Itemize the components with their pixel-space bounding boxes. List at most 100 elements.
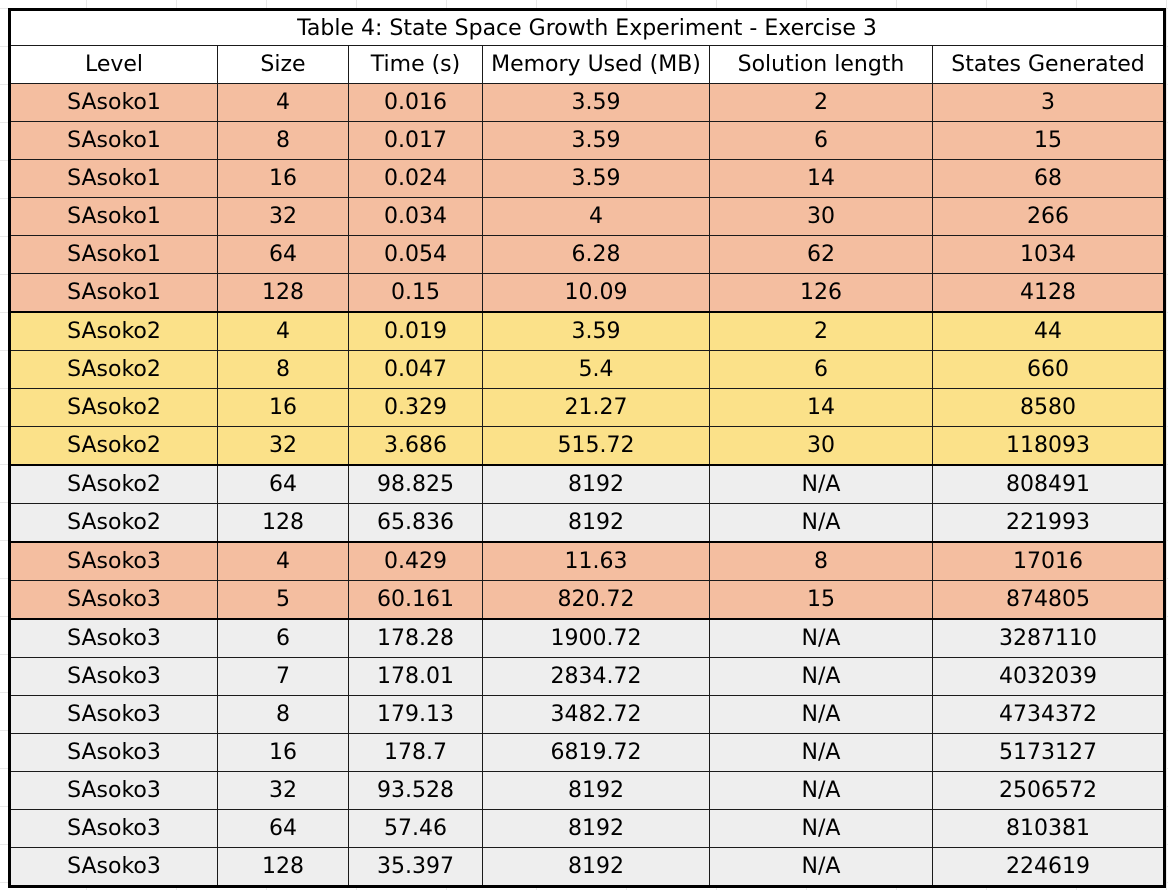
cell-time[interactable]: 93.528: [348, 771, 483, 810]
cell-states-generated[interactable]: 874805: [932, 580, 1165, 620]
cell-time[interactable]: 60.161: [348, 580, 483, 620]
cell-solution-length[interactable]: 62: [709, 235, 933, 274]
cell-time[interactable]: 178.7: [348, 733, 483, 772]
cell-time[interactable]: 0.15: [348, 273, 483, 313]
cell-size[interactable]: 16: [217, 733, 349, 772]
cell-memory[interactable]: 8192: [482, 847, 710, 887]
column-header-level[interactable]: Level: [9, 45, 218, 84]
cell-size[interactable]: 32: [217, 426, 349, 466]
cell-size[interactable]: 128: [217, 847, 349, 887]
cell-size[interactable]: 128: [217, 273, 349, 313]
cell-states-generated[interactable]: 3287110: [932, 619, 1165, 658]
cell-time[interactable]: 0.019: [348, 312, 483, 351]
cell-solution-length[interactable]: 6: [709, 350, 933, 389]
cell-size[interactable]: 5: [217, 580, 349, 620]
cell-states-generated[interactable]: 660: [932, 350, 1165, 389]
cell-size[interactable]: 32: [217, 197, 349, 236]
cell-size[interactable]: 16: [217, 159, 349, 198]
cell-time[interactable]: 0.017: [348, 121, 483, 160]
cell-time[interactable]: 179.13: [348, 695, 483, 734]
cell-solution-length[interactable]: N/A: [709, 657, 933, 696]
cell-memory[interactable]: 8192: [482, 771, 710, 810]
cell-level[interactable]: SAsoko3: [9, 695, 218, 734]
cell-memory[interactable]: 2834.72: [482, 657, 710, 696]
cell-memory[interactable]: 3.59: [482, 159, 710, 198]
cell-level[interactable]: SAsoko3: [9, 542, 218, 581]
cell-solution-length[interactable]: 30: [709, 426, 933, 466]
column-header-time[interactable]: Time (s): [348, 45, 483, 84]
cell-memory[interactable]: 8192: [482, 809, 710, 848]
cell-solution-length[interactable]: N/A: [709, 619, 933, 658]
cell-time[interactable]: 65.836: [348, 503, 483, 543]
cell-size[interactable]: 128: [217, 503, 349, 543]
cell-states-generated[interactable]: 810381: [932, 809, 1165, 848]
cell-level[interactable]: SAsoko3: [9, 580, 218, 620]
cell-memory[interactable]: 8192: [482, 503, 710, 543]
cell-time[interactable]: 0.016: [348, 83, 483, 122]
cell-solution-length[interactable]: 8: [709, 542, 933, 581]
table-title[interactable]: Table 4: State Space Growth Experiment -…: [9, 9, 1165, 46]
cell-level[interactable]: SAsoko1: [9, 83, 218, 122]
cell-memory[interactable]: 6.28: [482, 235, 710, 274]
cell-states-generated[interactable]: 5173127: [932, 733, 1165, 772]
cell-time[interactable]: 35.397: [348, 847, 483, 887]
cell-level[interactable]: SAsoko1: [9, 197, 218, 236]
cell-size[interactable]: 6: [217, 619, 349, 658]
cell-states-generated[interactable]: 2506572: [932, 771, 1165, 810]
cell-memory[interactable]: 1900.72: [482, 619, 710, 658]
cell-solution-length[interactable]: 6: [709, 121, 933, 160]
column-header-size[interactable]: Size: [217, 45, 349, 84]
cell-level[interactable]: SAsoko1: [9, 121, 218, 160]
cell-solution-length[interactable]: N/A: [709, 771, 933, 810]
cell-level[interactable]: SAsoko1: [9, 235, 218, 274]
cell-size[interactable]: 4: [217, 83, 349, 122]
cell-states-generated[interactable]: 266: [932, 197, 1165, 236]
cell-size[interactable]: 4: [217, 312, 349, 351]
cell-memory[interactable]: 3482.72: [482, 695, 710, 734]
cell-size[interactable]: 7: [217, 657, 349, 696]
cell-level[interactable]: SAsoko2: [9, 350, 218, 389]
cell-memory[interactable]: 10.09: [482, 273, 710, 313]
cell-memory[interactable]: 5.4: [482, 350, 710, 389]
cell-time[interactable]: 0.047: [348, 350, 483, 389]
cell-memory[interactable]: 3.59: [482, 121, 710, 160]
cell-memory[interactable]: 11.63: [482, 542, 710, 581]
cell-size[interactable]: 32: [217, 771, 349, 810]
cell-states-generated[interactable]: 44: [932, 312, 1165, 351]
cell-states-generated[interactable]: 3: [932, 83, 1165, 122]
cell-states-generated[interactable]: 4128: [932, 273, 1165, 313]
cell-solution-length[interactable]: 15: [709, 580, 933, 620]
cell-time[interactable]: 57.46: [348, 809, 483, 848]
cell-memory[interactable]: 8192: [482, 465, 710, 504]
cell-states-generated[interactable]: 808491: [932, 465, 1165, 504]
cell-level[interactable]: SAsoko2: [9, 312, 218, 351]
cell-memory[interactable]: 820.72: [482, 580, 710, 620]
cell-solution-length[interactable]: N/A: [709, 503, 933, 543]
cell-level[interactable]: SAsoko2: [9, 465, 218, 504]
cell-solution-length[interactable]: N/A: [709, 809, 933, 848]
cell-states-generated[interactable]: 224619: [932, 847, 1165, 887]
cell-level[interactable]: SAsoko3: [9, 809, 218, 848]
cell-level[interactable]: SAsoko2: [9, 388, 218, 427]
cell-level[interactable]: SAsoko3: [9, 771, 218, 810]
cell-solution-length[interactable]: N/A: [709, 465, 933, 504]
cell-solution-length[interactable]: 126: [709, 273, 933, 313]
cell-time[interactable]: 98.825: [348, 465, 483, 504]
cell-level[interactable]: SAsoko3: [9, 619, 218, 658]
cell-level[interactable]: SAsoko2: [9, 503, 218, 543]
cell-memory[interactable]: 515.72: [482, 426, 710, 466]
cell-level[interactable]: SAsoko1: [9, 159, 218, 198]
cell-time[interactable]: 178.01: [348, 657, 483, 696]
column-header-states-generated[interactable]: States Generated: [932, 45, 1165, 84]
cell-size[interactable]: 8: [217, 695, 349, 734]
cell-size[interactable]: 8: [217, 121, 349, 160]
cell-memory[interactable]: 3.59: [482, 83, 710, 122]
cell-solution-length[interactable]: N/A: [709, 847, 933, 887]
cell-level[interactable]: SAsoko3: [9, 657, 218, 696]
cell-level[interactable]: SAsoko3: [9, 733, 218, 772]
cell-solution-length[interactable]: 2: [709, 312, 933, 351]
cell-size[interactable]: 16: [217, 388, 349, 427]
cell-states-generated[interactable]: 4032039: [932, 657, 1165, 696]
cell-solution-length[interactable]: N/A: [709, 695, 933, 734]
cell-states-generated[interactable]: 4734372: [932, 695, 1165, 734]
